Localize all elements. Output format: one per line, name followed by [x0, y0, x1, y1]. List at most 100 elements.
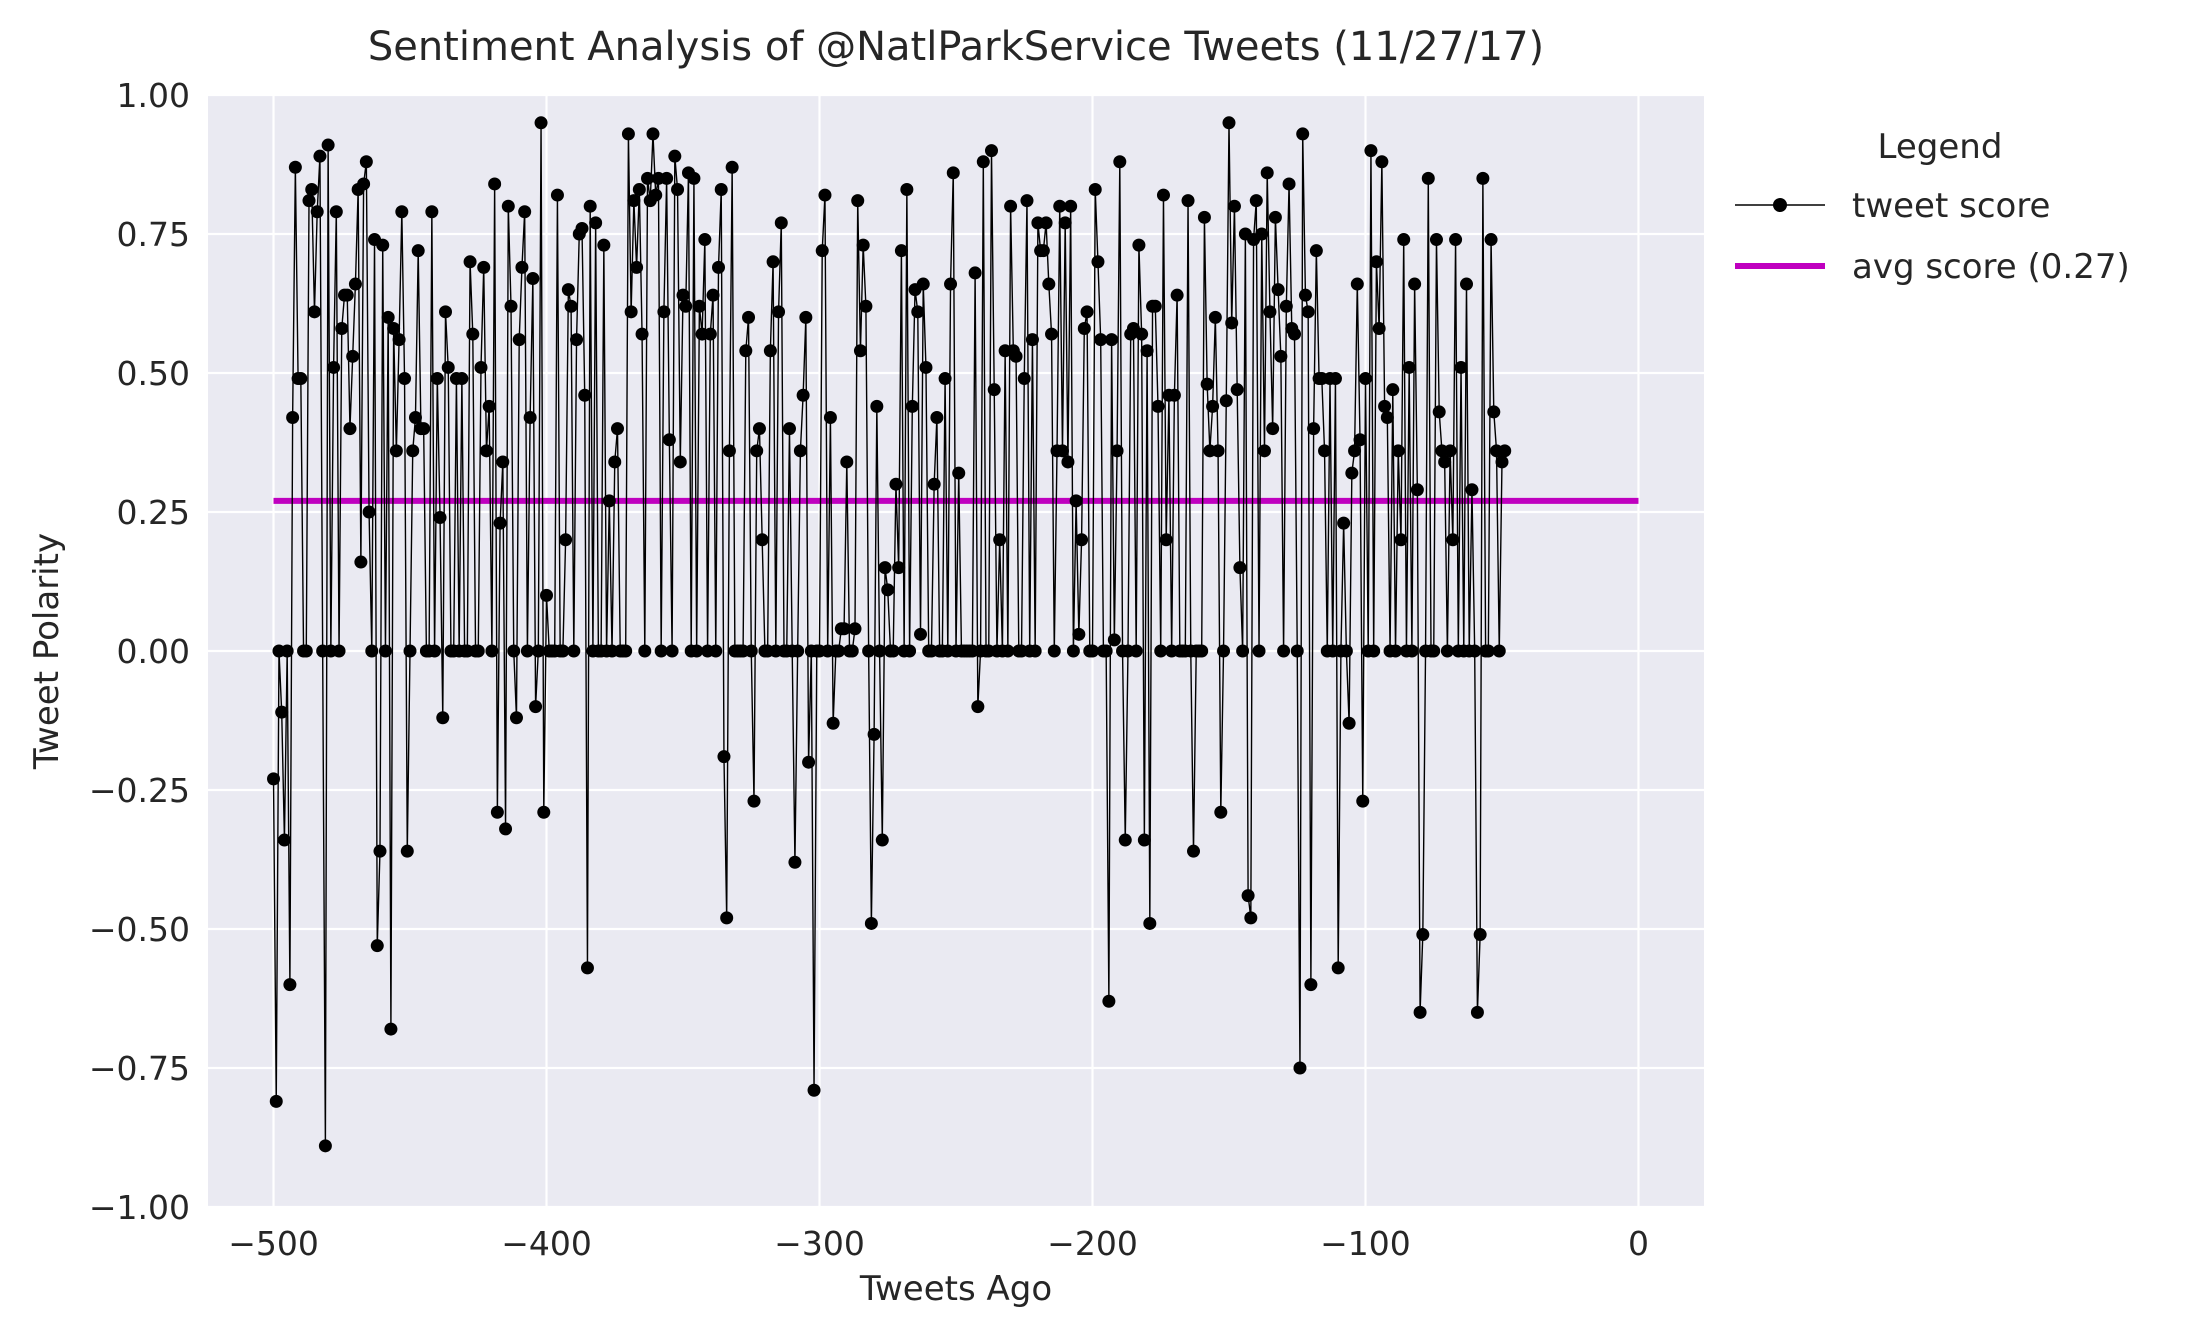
- tweet-score-point: [641, 171, 655, 185]
- tweet-score-point: [1249, 194, 1263, 208]
- tweet-score-point: [1143, 916, 1157, 930]
- tweet-score-point: [1039, 216, 1053, 230]
- tweet-score-point: [1364, 144, 1378, 158]
- tweet-score-point: [526, 271, 540, 285]
- tweet-score-point: [504, 299, 518, 313]
- tweet-score-point: [428, 644, 442, 658]
- tweet-score-point: [275, 705, 289, 719]
- tweet-score-point: [365, 644, 379, 658]
- tweet-score-point: [1091, 255, 1105, 269]
- tweet-score-point: [346, 349, 360, 363]
- tweet-score-point: [1397, 233, 1411, 247]
- tweet-score-point: [439, 305, 452, 319]
- tweet-score-point: [1148, 299, 1162, 313]
- tweet-score-point: [610, 422, 624, 436]
- tweet-score-point: [720, 911, 734, 925]
- tweet-score-point: [384, 1022, 398, 1036]
- tweet-score-point: [968, 266, 982, 280]
- tweet-score-point: [578, 388, 592, 402]
- y-tick-label: 0.75: [117, 215, 190, 254]
- tweet-score-point: [1257, 444, 1271, 458]
- tweet-score-point: [1151, 399, 1165, 413]
- tweet-score-point: [307, 305, 321, 319]
- tweet-score-point: [1110, 444, 1124, 458]
- tweet-score-point: [832, 644, 846, 658]
- tweet-score-point: [624, 305, 638, 319]
- tweet-score-point: [280, 644, 294, 658]
- tweet-score-point: [583, 199, 597, 213]
- tweet-score-point: [589, 216, 603, 230]
- tweet-score-point: [408, 410, 422, 424]
- tweet-score-point: [463, 255, 477, 269]
- tweet-score-point: [1064, 199, 1078, 213]
- tweet-score-point: [668, 149, 682, 163]
- tweet-score-point: [823, 410, 837, 424]
- tweet-score-point: [1429, 233, 1443, 247]
- tweet-score-point: [886, 644, 900, 658]
- tweet-score-point: [501, 199, 515, 213]
- tweet-score-point: [1107, 633, 1121, 647]
- tweet-score-point: [755, 533, 769, 547]
- tweet-score-point: [1484, 233, 1498, 247]
- tweet-score-point: [1217, 644, 1231, 658]
- tweet-score-point: [378, 644, 392, 658]
- tweet-score-point: [1252, 644, 1266, 658]
- tweet-score-point: [288, 160, 302, 174]
- tweet-score-point: [1277, 644, 1291, 658]
- tweet-score-point: [900, 183, 914, 197]
- tweet-score-point: [1367, 644, 1381, 658]
- y-tick-label: 0.50: [117, 354, 190, 393]
- tweet-score-point: [1282, 177, 1296, 191]
- tweet-score-point: [559, 533, 573, 547]
- y-tick-label: −0.75: [89, 1049, 190, 1088]
- tweet-score-point: [398, 372, 412, 386]
- tweet-score-point: [632, 183, 646, 197]
- tweet-score-point: [1427, 644, 1441, 658]
- legend-tweet-score-label: tweet score: [1852, 186, 2050, 226]
- tweet-score-point: [840, 455, 854, 469]
- tweet-score-point: [1080, 305, 1094, 319]
- tweet-score-point: [1200, 377, 1214, 391]
- tweet-score-point: [1492, 644, 1506, 658]
- legend-title: Legend: [1878, 127, 2003, 167]
- tweet-score-point: [561, 283, 575, 297]
- tweet-score-point: [709, 644, 723, 658]
- tweet-score-point: [864, 916, 878, 930]
- y-tick-label: −1.00: [89, 1188, 190, 1227]
- tweet-score-point: [1410, 483, 1424, 497]
- tweet-score-point: [499, 822, 513, 836]
- y-tick-label: −0.50: [89, 910, 190, 949]
- tweet-score-point: [1375, 155, 1389, 169]
- tweet-score-point: [482, 399, 496, 413]
- tweet-score-point: [971, 700, 985, 714]
- tweet-score-line: [272, 122, 1506, 1146]
- tweet-score-point: [490, 805, 504, 819]
- tweet-score-point: [649, 188, 663, 202]
- tweet-score-point: [657, 305, 671, 319]
- tweet-score-point: [1473, 928, 1487, 942]
- tweet-score-point: [742, 310, 756, 324]
- tweet-score-point: [1378, 399, 1392, 413]
- tweet-score-point: [602, 494, 616, 508]
- tweet-score-point: [430, 372, 444, 386]
- tweet-score-point: [299, 644, 313, 658]
- tweet-score-point: [518, 205, 532, 219]
- tweet-score-point: [1446, 533, 1460, 547]
- tweet-score-point: [1009, 349, 1023, 363]
- tweet-score-point: [523, 410, 537, 424]
- tweet-score-point: [1290, 644, 1304, 658]
- tweet-score-point: [919, 360, 933, 374]
- tweet-score-point: [791, 644, 805, 658]
- tweet-score-point: [348, 277, 362, 291]
- tweet-score-point: [417, 422, 431, 436]
- tweet-score-point: [1167, 388, 1181, 402]
- tweet-score-point: [845, 644, 859, 658]
- tweet-score-point: [627, 194, 641, 208]
- tweet-score-point: [1055, 444, 1069, 458]
- tweet-score-point: [619, 644, 633, 658]
- tweet-score-point: [870, 399, 884, 413]
- tweet-score-point: [477, 260, 491, 274]
- tweet-score-point: [1353, 433, 1367, 447]
- tweet-score-point: [1271, 283, 1285, 297]
- tweet-score-point: [1118, 833, 1132, 847]
